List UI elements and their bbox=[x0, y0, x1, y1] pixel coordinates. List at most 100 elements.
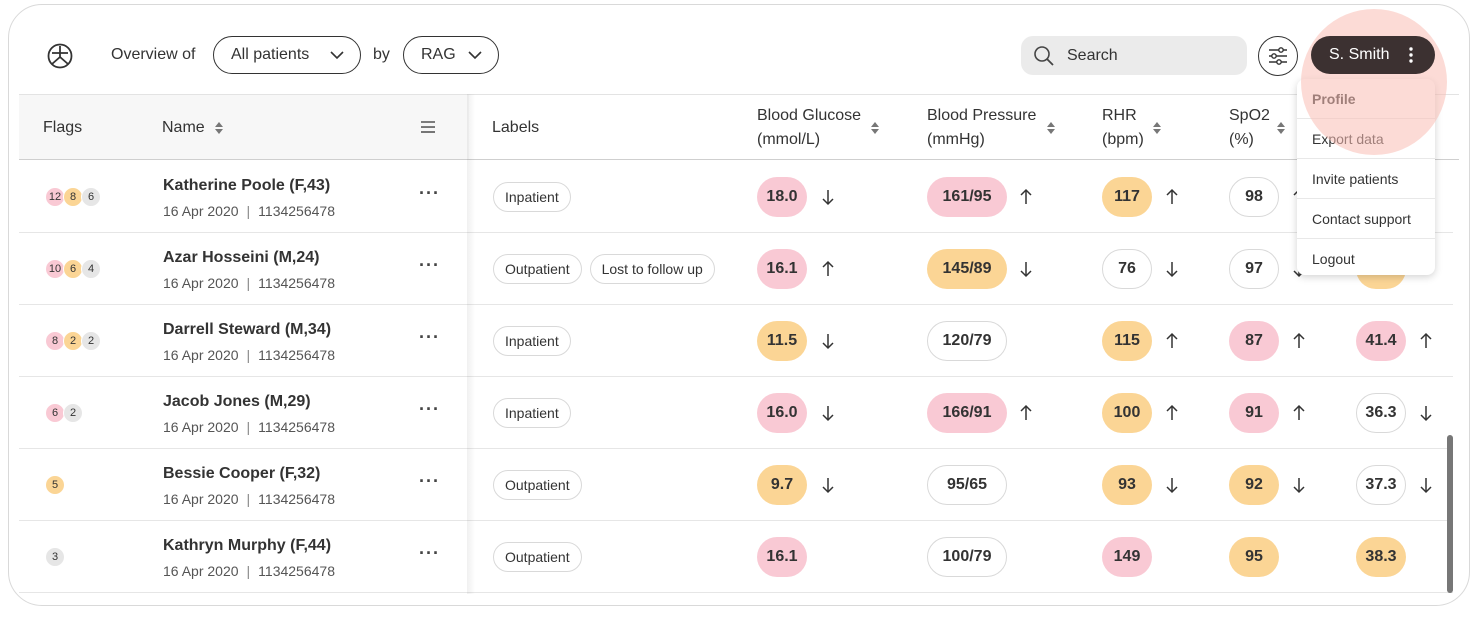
patients-select-value: All patients bbox=[231, 46, 310, 63]
spo2-value[interactable]: 92 bbox=[1229, 465, 1279, 505]
patient-id: 1134256478 bbox=[258, 275, 335, 291]
row-more-button[interactable]: ··· bbox=[419, 471, 440, 491]
patient-name[interactable]: Katherine Poole (F,43) bbox=[163, 177, 331, 194]
user-menu-button[interactable]: S. Smith bbox=[1311, 36, 1435, 74]
spo2-value[interactable]: 95 bbox=[1229, 537, 1279, 577]
row-more-button[interactable]: ··· bbox=[419, 543, 440, 563]
flag-counts: 12 8 6 bbox=[45, 187, 101, 207]
label-chip[interactable]: Inpatient bbox=[493, 182, 571, 212]
column-pressure-unit: (mmHg) bbox=[927, 131, 985, 148]
spo2-value[interactable]: 91 bbox=[1229, 393, 1279, 433]
row-more-button[interactable]: ··· bbox=[419, 183, 440, 203]
scrollbar-thumb[interactable] bbox=[1447, 435, 1453, 593]
search-input[interactable]: Search bbox=[1021, 36, 1247, 75]
menu-item-invite-patients[interactable]: Invite patients bbox=[1297, 159, 1435, 199]
table-row[interactable]: 10 6 4 Azar Hosseini (M,24) 16 Apr 2020 | 1134… bbox=[19, 233, 1453, 305]
glucose-value[interactable]: 16.0 bbox=[757, 393, 807, 433]
rhr-value[interactable]: 93 bbox=[1102, 465, 1152, 505]
glucose-value[interactable]: 16.1 bbox=[757, 537, 807, 577]
table-row[interactable]: 5 Bessie Cooper (F,32) 16 Apr 2020 | 1134256… bbox=[19, 449, 1453, 521]
filter-settings-button[interactable] bbox=[1258, 36, 1298, 76]
row-more-button[interactable]: ··· bbox=[419, 327, 440, 347]
by-label: by bbox=[373, 46, 390, 63]
patient-name[interactable]: Darrell Steward (M,34) bbox=[163, 321, 332, 338]
patient-date: 16 Apr 2020 bbox=[163, 491, 239, 507]
spo2-value[interactable]: 97 bbox=[1229, 249, 1279, 289]
trend-up-icon bbox=[1020, 404, 1032, 420]
pressure-value[interactable]: 120/79 bbox=[927, 321, 1007, 361]
glucose-value[interactable]: 9.7 bbox=[757, 465, 807, 505]
menu-item-export-data[interactable]: Export data bbox=[1297, 119, 1435, 159]
extra-value[interactable]: 41.4 bbox=[1356, 321, 1406, 361]
menu-item-profile[interactable]: Profile bbox=[1297, 79, 1435, 119]
flag-badge: 12 bbox=[45, 187, 65, 207]
column-name-label: Name bbox=[162, 119, 205, 136]
rhr-value[interactable]: 76 bbox=[1102, 249, 1152, 289]
pressure-value[interactable]: 166/91 bbox=[927, 393, 1007, 433]
rhr-value[interactable]: 115 bbox=[1102, 321, 1152, 361]
column-glucose[interactable]: Blood Glucose (mmol/L) bbox=[757, 104, 861, 152]
row-more-button[interactable]: ··· bbox=[419, 399, 440, 419]
row-more-button[interactable]: ··· bbox=[419, 255, 440, 275]
table-row[interactable]: 8 2 2 Darrell Steward (M,34) 16 Apr 2020 | 113… bbox=[19, 305, 1453, 377]
label-chip[interactable]: Inpatient bbox=[493, 326, 571, 356]
label-chip[interactable]: Outpatient bbox=[493, 470, 582, 500]
sort-icon[interactable] bbox=[1277, 122, 1285, 134]
label-chip[interactable]: Outpatient bbox=[493, 254, 582, 284]
spo2-value[interactable]: 98 bbox=[1229, 177, 1279, 217]
trend-up-icon bbox=[1020, 188, 1032, 204]
column-spo2[interactable]: SpO2 (%) bbox=[1229, 104, 1270, 152]
trend-up-icon bbox=[1166, 332, 1178, 348]
patient-name[interactable]: Bessie Cooper (F,32) bbox=[163, 465, 321, 482]
table-row[interactable]: 3 Kathryn Murphy (F,44) 16 Apr 2020 | 113425… bbox=[19, 521, 1453, 593]
menu-item-logout[interactable]: Logout bbox=[1312, 251, 1355, 267]
label-chip[interactable]: Outpatient bbox=[493, 542, 582, 572]
sort-icon[interactable] bbox=[1047, 122, 1055, 134]
pressure-value[interactable]: 161/95 bbox=[927, 177, 1007, 217]
spo2-value[interactable]: 87 bbox=[1229, 321, 1279, 361]
extra-value[interactable]: 36.3 bbox=[1356, 393, 1406, 433]
column-name[interactable]: Name bbox=[162, 116, 224, 140]
patients-select[interactable]: All patients bbox=[213, 36, 361, 74]
group-select[interactable]: RAG bbox=[403, 36, 499, 74]
glucose-value[interactable]: 11.5 bbox=[757, 321, 807, 361]
patient-meta: 16 Apr 2020 | 1134256478 bbox=[163, 347, 335, 363]
chevron-down-icon bbox=[330, 51, 344, 60]
patient-meta: 16 Apr 2020 | 1134256478 bbox=[163, 491, 335, 507]
column-rhr[interactable]: RHR (bpm) bbox=[1102, 104, 1144, 152]
flag-badge: 10 bbox=[45, 259, 65, 279]
rhr-value[interactable]: 100 bbox=[1102, 393, 1152, 433]
column-divider bbox=[467, 94, 475, 594]
sort-icon[interactable] bbox=[1153, 122, 1161, 134]
menu-item-contact-support[interactable]: Contact support bbox=[1297, 199, 1435, 239]
extra-value[interactable]: 38.3 bbox=[1356, 537, 1406, 577]
patient-meta: 16 Apr 2020 | 1134256478 bbox=[163, 563, 335, 579]
table-row[interactable]: 6 2 Jacob Jones (M,29) 16 Apr 2020 | 11342564… bbox=[19, 377, 1453, 449]
column-glucose-unit: (mmol/L) bbox=[757, 131, 821, 148]
label-chip[interactable]: Inpatient bbox=[493, 398, 571, 428]
rhr-value[interactable]: 117 bbox=[1102, 177, 1152, 217]
trend-down-icon bbox=[822, 334, 834, 350]
flag-badge: 2 bbox=[81, 331, 101, 351]
extra-value[interactable]: 37.3 bbox=[1356, 465, 1406, 505]
trend-up-icon bbox=[1293, 404, 1305, 420]
flag-badge: 8 bbox=[63, 187, 83, 207]
rhr-value[interactable]: 149 bbox=[1102, 537, 1152, 577]
app-window: Overview of All patients by RAG Search bbox=[8, 4, 1470, 606]
patient-name[interactable]: Kathryn Murphy (F,44) bbox=[163, 537, 332, 554]
label-chip[interactable]: Lost to follow up bbox=[589, 254, 715, 284]
pressure-value[interactable]: 100/79 bbox=[927, 537, 1007, 577]
pressure-value[interactable]: 95/65 bbox=[927, 465, 1007, 505]
pressure-value[interactable]: 145/89 bbox=[927, 249, 1007, 289]
trend-down-icon bbox=[1293, 478, 1305, 494]
glucose-value[interactable]: 16.1 bbox=[757, 249, 807, 289]
sort-icon[interactable] bbox=[871, 122, 879, 134]
column-pressure[interactable]: Blood Pressure (mmHg) bbox=[927, 104, 1036, 152]
patient-name[interactable]: Jacob Jones (M,29) bbox=[163, 393, 311, 410]
column-menu-icon[interactable] bbox=[419, 120, 437, 134]
app-logo-icon[interactable] bbox=[47, 43, 73, 69]
patient-name[interactable]: Azar Hosseini (M,24) bbox=[163, 249, 320, 266]
table-row[interactable]: 12 8 6 Katherine Poole (F,43) 16 Apr 2020 | 11… bbox=[19, 161, 1453, 233]
glucose-value[interactable]: 18.0 bbox=[757, 177, 807, 217]
